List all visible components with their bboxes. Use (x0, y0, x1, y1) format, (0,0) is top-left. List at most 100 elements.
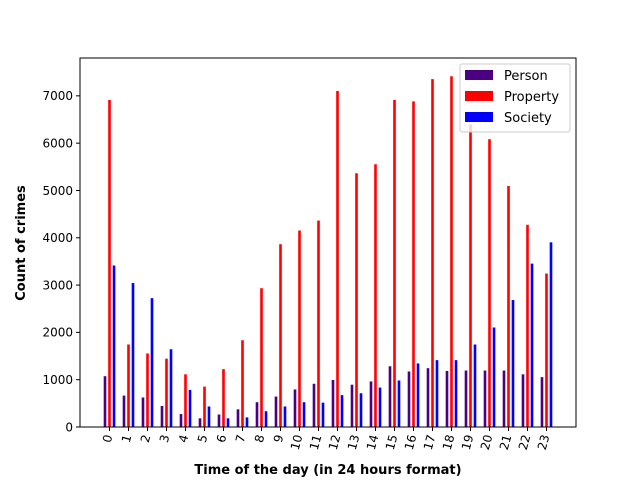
bar-property-17 (430, 78, 435, 428)
bar-person-17 (426, 367, 430, 428)
plot-area (103, 75, 553, 428)
bar-person-4 (179, 413, 183, 428)
x-tick-label: 14 (364, 433, 381, 451)
bar-person-20 (483, 369, 487, 428)
x-tick-label: 23 (535, 433, 552, 451)
y-tick-label: 6000 (42, 136, 73, 150)
bar-person-14 (369, 380, 373, 428)
x-tick-label: 11 (307, 433, 324, 451)
bar-person-6 (217, 413, 221, 428)
bar-person-3 (160, 405, 164, 428)
bar-person-23 (540, 376, 544, 428)
bar-society-3 (169, 348, 173, 428)
bar-person-0 (103, 375, 107, 428)
bar-property-0 (107, 99, 112, 428)
bar-society-11 (321, 402, 325, 428)
bar-society-20 (492, 326, 496, 428)
bar-person-13 (350, 384, 354, 428)
bar-property-15 (392, 99, 397, 428)
bar-property-20 (487, 138, 492, 428)
y-tick-label: 4000 (42, 231, 73, 245)
x-tick-label: 3 (157, 433, 173, 444)
bar-society-9 (283, 405, 287, 428)
legend: Person Property Society (459, 63, 571, 133)
bar-property-19 (468, 123, 473, 428)
x-tick-label: 13 (345, 433, 362, 451)
y-tick-label: 2000 (42, 326, 73, 340)
x-tick-label: 5 (195, 433, 211, 444)
bar-property-10 (297, 229, 302, 428)
bar-society-12 (340, 394, 344, 428)
bar-society-21 (511, 299, 515, 428)
bar-property-22 (525, 224, 530, 428)
bar-society-23 (549, 241, 553, 428)
bar-person-21 (502, 369, 506, 428)
x-axis-label: Time of the day (in 24 hours format) (194, 463, 461, 478)
bar-person-8 (255, 401, 259, 428)
bar-person-1 (122, 394, 126, 428)
bar-property-16 (411, 100, 416, 428)
bar-property-4 (183, 373, 188, 428)
bar-property-2 (145, 352, 150, 428)
bar-property-13 (354, 172, 359, 428)
bar-society-5 (207, 405, 211, 428)
bar-person-16 (407, 370, 411, 428)
bar-society-15 (397, 379, 401, 428)
bar-society-4 (188, 389, 192, 428)
bar-property-11 (316, 219, 321, 428)
legend-label-property: Property (504, 90, 559, 105)
bar-property-5 (202, 386, 207, 428)
bar-person-2 (141, 396, 145, 428)
x-tick-label: 22 (516, 433, 533, 451)
bar-society-13 (359, 392, 363, 428)
y-axis-label: Count of crimes (14, 185, 29, 301)
bar-person-19 (464, 369, 468, 428)
bar-person-5 (198, 417, 202, 428)
bar-person-22 (521, 373, 525, 428)
x-tick-label: 1 (119, 433, 135, 444)
bar-society-0 (112, 264, 116, 428)
bar-society-1 (131, 282, 135, 428)
y-tick-label: 7000 (42, 89, 73, 103)
bar-society-10 (302, 401, 306, 428)
x-tick-label: 19 (459, 433, 476, 451)
bar-property-14 (373, 163, 378, 428)
bar-person-15 (388, 365, 392, 428)
bar-property-3 (164, 358, 169, 428)
legend-label-person: Person (504, 69, 548, 84)
x-tick-label: 10 (288, 433, 305, 451)
x-tick-label: 21 (497, 433, 514, 451)
legend-swatch-property (465, 91, 493, 101)
bar-society-8 (264, 410, 268, 428)
bar-property-12 (335, 90, 340, 428)
x-tick-label: 4 (176, 433, 192, 444)
bar-property-7 (240, 339, 245, 428)
bar-property-1 (126, 343, 131, 428)
x-tick-label: 6 (214, 433, 230, 444)
x-tick-label: 17 (421, 433, 438, 451)
bar-property-21 (506, 185, 511, 428)
bar-society-2 (150, 297, 154, 428)
bar-property-23 (544, 272, 549, 428)
bar-property-9 (278, 243, 283, 428)
bar-society-14 (378, 386, 382, 428)
y-tick-label: 0 (65, 420, 73, 434)
bar-society-19 (473, 343, 477, 428)
legend-swatch-society (465, 112, 493, 122)
bar-society-6 (226, 417, 230, 428)
x-tick-label: 12 (326, 433, 343, 451)
bar-property-6 (221, 368, 226, 428)
x-tick-label: 0 (100, 433, 116, 444)
bar-society-7 (245, 416, 249, 428)
x-tick-label: 7 (233, 433, 249, 444)
bar-person-18 (445, 370, 449, 428)
bar-society-22 (530, 263, 534, 428)
axes-frame (79, 57, 577, 428)
bar-person-11 (312, 383, 316, 428)
y-tick-label: 3000 (42, 278, 73, 292)
bar-person-9 (274, 395, 278, 428)
x-tick-label: 15 (383, 433, 400, 451)
bar-society-17 (435, 359, 439, 428)
